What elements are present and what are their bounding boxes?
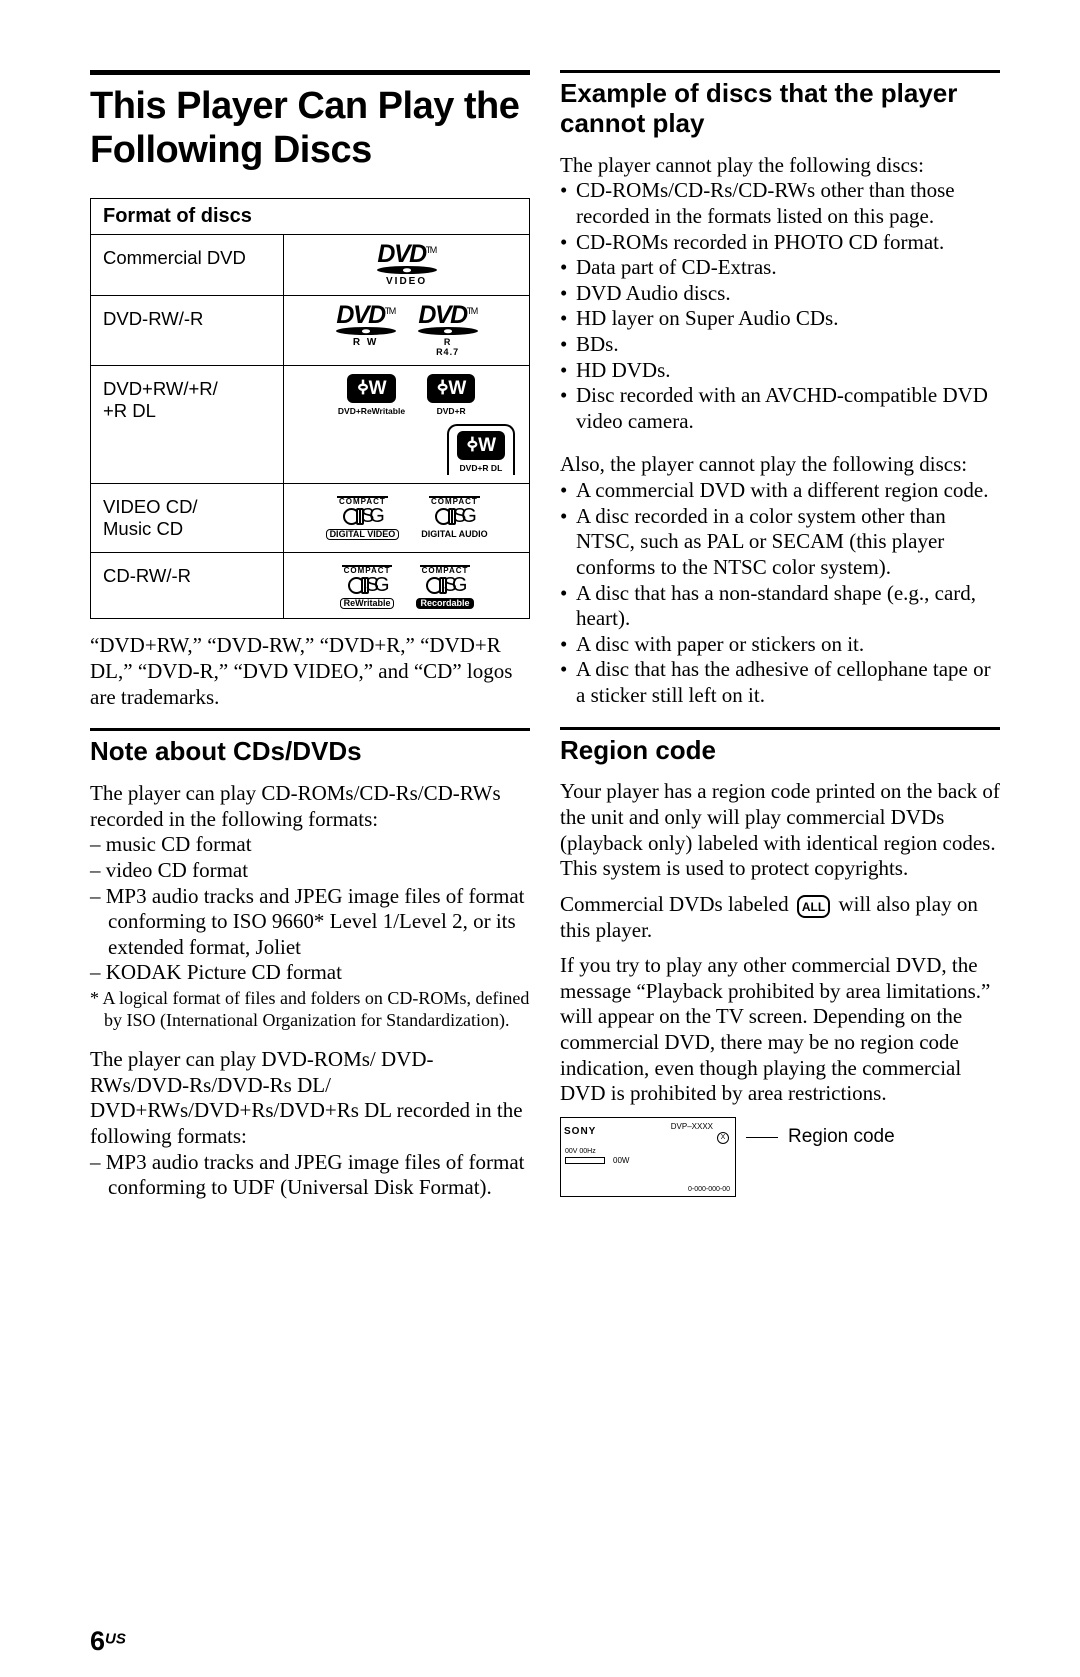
list-item: CD-ROMs recorded in PHOTO CD format. bbox=[560, 230, 1000, 256]
format-logos: DVDTM VIDEO bbox=[284, 235, 530, 296]
also-intro: Also, the player cannot play the followi… bbox=[560, 452, 1000, 478]
region-p1: Your player has a region code printed on… bbox=[560, 779, 1000, 881]
rule bbox=[90, 70, 530, 75]
page-number: 6US bbox=[90, 1626, 126, 1657]
list-item: BDs. bbox=[560, 332, 1000, 358]
all-region-icon: ALL bbox=[797, 895, 830, 918]
also-list: A commercial DVD with a different region… bbox=[560, 478, 1000, 708]
list-item: A commercial DVD with a different region… bbox=[560, 478, 1000, 504]
list-item: CD-ROMs/CD-Rs/CD-RWs other than those re… bbox=[560, 178, 1000, 229]
region-circle-icon: X bbox=[717, 1132, 729, 1144]
note2-intro: The player can play DVD-ROMs/ DVD-RWs/DV… bbox=[90, 1047, 530, 1149]
main-title: This Player Can Play the Following Discs bbox=[90, 85, 530, 172]
cannot-intro: The player cannot play the following dis… bbox=[560, 153, 1000, 179]
rule bbox=[90, 728, 530, 731]
list-item: DVD Audio discs. bbox=[560, 281, 1000, 307]
trademark-note: “DVD+RW,” “DVD-RW,” “DVD+R,” “DVD+R DL,”… bbox=[90, 633, 530, 710]
left-column: This Player Can Play the Following Discs… bbox=[90, 70, 530, 1201]
list-item: video CD format bbox=[90, 858, 530, 884]
cannot-play-heading: Example of discs that the player cannot … bbox=[560, 79, 1000, 139]
list-item: HD DVDs. bbox=[560, 358, 1000, 384]
cd-recordable-logo: COMPACT SG Recordable bbox=[416, 561, 473, 610]
list-item: music CD format bbox=[90, 832, 530, 858]
dvd-video-logo: DVDTM VIDEO bbox=[288, 243, 525, 287]
region-diagram: SONY DVP–XXXX X 00V 00Hz 00W 0-000-000-0… bbox=[560, 1117, 1000, 1197]
region-code-heading: Region code bbox=[560, 736, 1000, 766]
cd-rewritable-logo: COMPACT SG ReWritable bbox=[340, 561, 395, 610]
region-p3: If you try to play any other commercial … bbox=[560, 953, 1000, 1107]
footnote: * A logical format of files and folders … bbox=[90, 988, 530, 1031]
format-label: DVD+RW/+R/ +R DL bbox=[91, 366, 284, 484]
note-intro: The player can play CD-ROMs/CD-Rs/CD-RWs… bbox=[90, 781, 530, 832]
list-item: A disc with paper or stickers on it. bbox=[560, 632, 1000, 658]
note-list: music CD format video CD format MP3 audi… bbox=[90, 832, 530, 986]
table-header: Format of discs bbox=[91, 199, 530, 235]
note2-list: MP3 audio tracks and JPEG image files of… bbox=[90, 1150, 530, 1201]
format-logos: DVDTM R W DVDTM R R4.7 bbox=[284, 296, 530, 366]
list-item: MP3 audio tracks and JPEG image files of… bbox=[90, 1150, 530, 1201]
dvd-plus-r-dl-logo: ߦW DVD+R DL bbox=[447, 424, 515, 475]
dvd-rw-logo: DVDTM R W bbox=[336, 304, 396, 348]
leader-line bbox=[746, 1137, 778, 1138]
format-label: Commercial DVD bbox=[91, 235, 284, 296]
region-code-label: Region code bbox=[788, 1126, 895, 1148]
right-column: Example of discs that the player cannot … bbox=[560, 70, 1000, 1201]
unit-back-panel: SONY DVP–XXXX X 00V 00Hz 00W 0-000-000-0… bbox=[560, 1117, 736, 1197]
rule bbox=[560, 70, 1000, 73]
dvd-plus-rw-logo: ߦW DVD+ReWritable bbox=[338, 374, 405, 416]
table-row: Commercial DVD DVDTM VIDEO bbox=[91, 235, 530, 296]
list-item: A disc that has a non-standard shape (e.… bbox=[560, 581, 1000, 632]
list-item: HD layer on Super Audio CDs. bbox=[560, 306, 1000, 332]
list-item: A disc recorded in a color system other … bbox=[560, 504, 1000, 581]
table-row: DVD+RW/+R/ +R DL ߦW DVD+ReWritable ߦW DV… bbox=[91, 366, 530, 484]
rule bbox=[560, 727, 1000, 730]
note-heading: Note about CDs/DVDs bbox=[90, 737, 530, 767]
cd-digital-video-logo: COMPACT SG DIGITAL VIDEO bbox=[326, 492, 400, 541]
list-item: A disc that has the adhesive of cellopha… bbox=[560, 657, 1000, 708]
format-label: DVD-RW/-R bbox=[91, 296, 284, 366]
table-row: VIDEO CD/ Music CD COMPACT SG DIGITAL VI… bbox=[91, 484, 530, 553]
table-row: DVD-RW/-R DVDTM R W DVDTM R R4.7 bbox=[91, 296, 530, 366]
dvd-plus-r-logo: ߦW DVD+R bbox=[427, 374, 475, 416]
table-row: CD-RW/-R COMPACT SG ReWritable COMPACT S… bbox=[91, 553, 530, 619]
list-item: KODAK Picture CD format bbox=[90, 960, 530, 986]
list-item: Data part of CD-Extras. bbox=[560, 255, 1000, 281]
format-logos: COMPACT SG ReWritable COMPACT SG Recorda… bbox=[284, 553, 530, 619]
format-logos: ߦW DVD+ReWritable ߦW DVD+R ߦW DVD+R D bbox=[284, 366, 530, 484]
format-logos: COMPACT SG DIGITAL VIDEO COMPACT SG DIGI… bbox=[284, 484, 530, 553]
formats-table: Format of discs Commercial DVD DVDTM VID… bbox=[90, 198, 530, 619]
list-item: Disc recorded with an AVCHD-compatible D… bbox=[560, 383, 1000, 434]
region-p2: Commercial DVDs labeled ALL will also pl… bbox=[560, 892, 1000, 943]
cannot-list: CD-ROMs/CD-Rs/CD-RWs other than those re… bbox=[560, 178, 1000, 434]
cd-digital-audio-logo: COMPACT SG DIGITAL AUDIO bbox=[421, 492, 487, 541]
list-item: MP3 audio tracks and JPEG image files of… bbox=[90, 884, 530, 961]
dvd-r-logo: DVDTM R R4.7 bbox=[418, 304, 478, 357]
format-label: CD-RW/-R bbox=[91, 553, 284, 619]
format-label: VIDEO CD/ Music CD bbox=[91, 484, 284, 553]
